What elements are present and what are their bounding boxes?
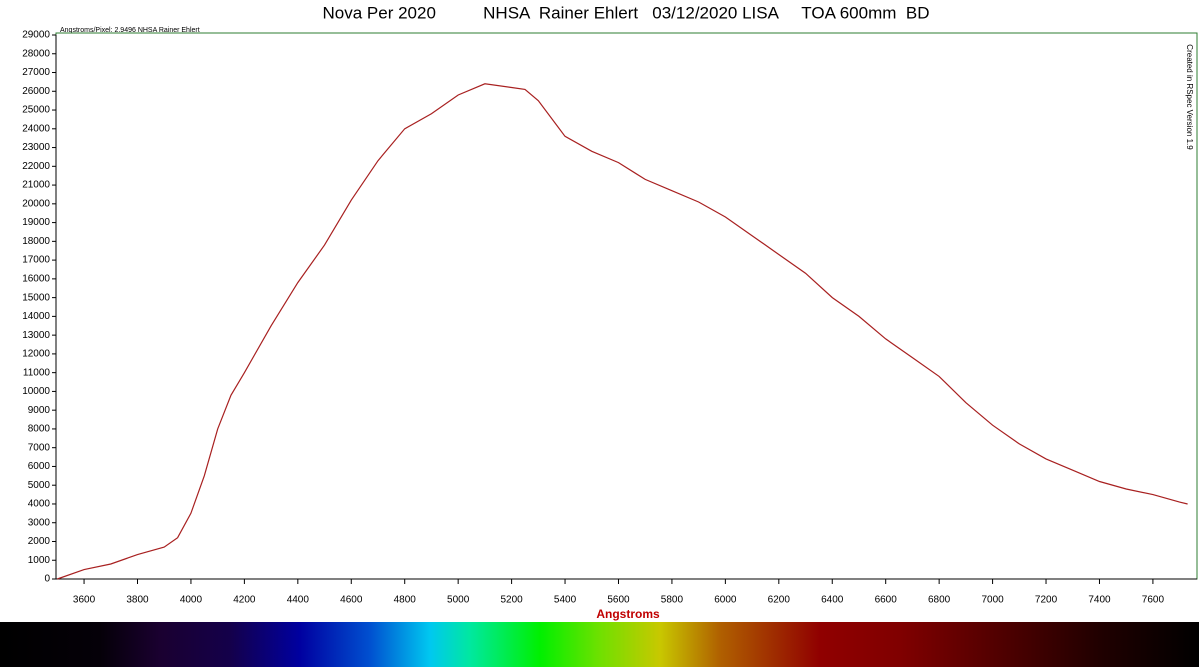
- y-tick-label: 8000: [28, 424, 51, 435]
- spectrum-band: [0, 622, 1199, 667]
- y-tick-label: 11000: [23, 367, 51, 378]
- y-tick-label: 29000: [22, 30, 50, 41]
- y-tick-label: 9000: [28, 405, 51, 416]
- x-tick-label: 6400: [821, 595, 844, 606]
- y-tick-label: 10000: [22, 386, 50, 397]
- y-tick-label: 16000: [22, 274, 50, 285]
- y-tick-label: 0: [44, 574, 50, 585]
- y-tick-label: 12000: [22, 349, 50, 360]
- y-tick-label: 24000: [22, 123, 50, 134]
- x-tick-label: 3800: [126, 595, 149, 606]
- x-tick-label: 7400: [1088, 595, 1111, 606]
- x-tick-label: 4600: [340, 595, 363, 606]
- y-tick-label: 7000: [28, 442, 51, 453]
- spectrum-line: [57, 83, 1188, 580]
- x-tick-label: 4200: [233, 595, 256, 606]
- chart-subtitle: Angstroms/Pixel: 2.9496 NHSA Rainer Ehle…: [60, 27, 200, 34]
- y-tick-label: 27000: [22, 67, 50, 78]
- y-tick-label: 17000: [22, 255, 50, 266]
- x-tick-label: 4400: [287, 595, 310, 606]
- y-tick-label: 18000: [22, 236, 50, 247]
- x-tick-label: 6800: [928, 595, 951, 606]
- x-tick-label: 7000: [981, 595, 1004, 606]
- x-tick-label: 5200: [500, 595, 523, 606]
- x-axis-label: Angstroms: [596, 607, 660, 621]
- x-tick-label: 4000: [180, 595, 203, 606]
- y-tick-label: 26000: [22, 86, 50, 97]
- y-tick-label: 15000: [22, 292, 50, 303]
- x-tick-label: 7200: [1035, 595, 1058, 606]
- y-tick-label: 20000: [22, 198, 50, 209]
- x-tick-label: 6200: [768, 595, 791, 606]
- x-tick-label: 7600: [1142, 595, 1165, 606]
- y-tick-label: 23000: [22, 142, 50, 153]
- x-tick-label: 5000: [447, 595, 470, 606]
- y-tick-label: 25000: [22, 105, 50, 116]
- x-tick-label: 5600: [607, 595, 630, 606]
- y-tick-label: 28000: [22, 48, 50, 59]
- x-tick-label: 3600: [73, 595, 96, 606]
- plot-frame: [55, 32, 1198, 580]
- x-tick-label: 6600: [875, 595, 898, 606]
- annotation: Created in RSpec Version 1.9: [1185, 44, 1194, 150]
- y-tick-label: 5000: [28, 480, 51, 491]
- y-tick-label: 6000: [28, 461, 51, 472]
- y-tick-label: 19000: [22, 217, 50, 228]
- chart: Nova Per 2020 NHSA Rainer Ehlert 03/12/2…: [22, 3, 1198, 621]
- x-tick-label: 5800: [661, 595, 684, 606]
- y-tick-label: 3000: [28, 517, 51, 528]
- x-tick-label: 6000: [714, 595, 737, 606]
- x-tick-label: 5400: [554, 595, 577, 606]
- y-tick-label: 22000: [22, 161, 50, 172]
- y-tick-label: 1000: [28, 555, 51, 566]
- y-tick-label: 4000: [28, 499, 51, 510]
- y-tick-label: 21000: [22, 180, 50, 191]
- y-tick-label: 14000: [22, 311, 50, 322]
- chart-title: Nova Per 2020 NHSA Rainer Ehlert 03/12/2…: [323, 3, 930, 22]
- y-tick-label: 13000: [22, 330, 50, 341]
- x-tick-label: 4800: [394, 595, 417, 606]
- y-tick-label: 2000: [28, 536, 51, 547]
